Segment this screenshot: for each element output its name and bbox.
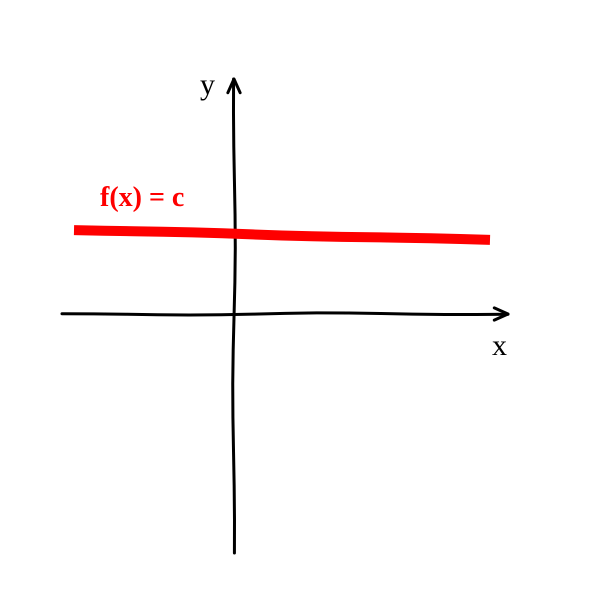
coordinate-plane: [0, 0, 600, 600]
x-axis-label: x: [492, 329, 507, 363]
y-axis-label: y: [200, 68, 215, 102]
x-axis: [62, 313, 508, 315]
diagram-stage: y x f(x) = c: [0, 0, 600, 600]
constant-function-line: [74, 230, 490, 240]
function-label: f(x) = c: [100, 182, 184, 214]
